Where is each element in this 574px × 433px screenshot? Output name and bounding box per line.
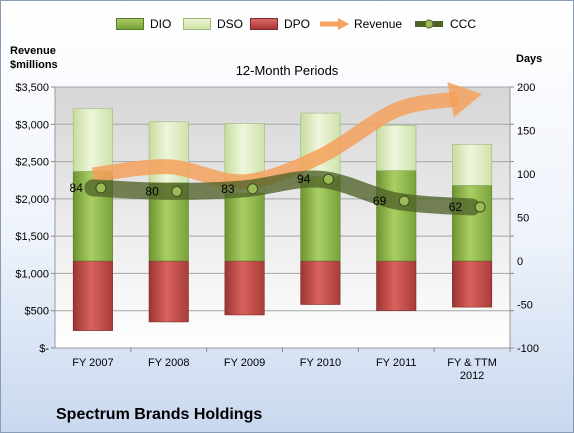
right-axis-label: Days bbox=[516, 53, 543, 65]
ccc-data-label: 84 bbox=[70, 181, 84, 195]
left-tick-label: $2,500 bbox=[15, 157, 49, 169]
legend-item-revenue: Revenue bbox=[318, 14, 402, 34]
right-tick-label: -100 bbox=[517, 343, 539, 355]
ccc-data-label: 83 bbox=[221, 182, 235, 196]
ccc-marker bbox=[398, 195, 410, 207]
bar-dpo bbox=[300, 260, 341, 305]
chart-title: 12-Month Periods bbox=[235, 63, 339, 78]
x-tick-label: FY 2011 bbox=[376, 357, 417, 369]
x-tick-label: FY 2010 bbox=[300, 357, 341, 369]
ccc-data-label: 94 bbox=[297, 172, 311, 186]
left-tick-label: $2,000 bbox=[15, 194, 49, 206]
ccc-data-label: 62 bbox=[449, 200, 463, 214]
right-tick-label: 50 bbox=[517, 213, 529, 225]
left-axis-label-line1: Revenue bbox=[10, 45, 56, 57]
left-tick-label: $- bbox=[39, 343, 49, 355]
bar-dpo bbox=[376, 260, 417, 311]
legend-label-ccc: CCC bbox=[450, 17, 476, 31]
ccc-marker bbox=[171, 185, 183, 197]
legend-item-ccc: CCC bbox=[414, 14, 476, 34]
bar-dio bbox=[224, 192, 265, 262]
company-name: Spectrum Brands Holdings bbox=[56, 406, 263, 423]
x-tick-label: 2012 bbox=[460, 370, 484, 382]
bar-dpo bbox=[148, 260, 189, 323]
bar-dio bbox=[376, 170, 417, 262]
x-tick-label: FY & TTM bbox=[447, 357, 497, 369]
bar-dso bbox=[376, 124, 417, 171]
revenue-arrowhead bbox=[447, 82, 483, 118]
ccc-marker bbox=[247, 183, 259, 195]
legend-arrow-icon bbox=[320, 18, 349, 30]
bar-dso bbox=[452, 144, 493, 186]
ccc-marker bbox=[322, 173, 334, 185]
plot-area bbox=[54, 86, 511, 349]
bar-dpo bbox=[452, 260, 493, 308]
x-tick-label: FY 2008 bbox=[148, 357, 189, 369]
bar-dpo bbox=[224, 260, 265, 316]
legend-swatch-dpo bbox=[250, 18, 278, 30]
ccc-marker bbox=[95, 182, 107, 194]
right-tick-label: -50 bbox=[517, 300, 533, 312]
left-tick-label: $1,000 bbox=[15, 268, 49, 280]
x-tick-label: FY 2009 bbox=[224, 357, 265, 369]
right-tick-label: 100 bbox=[517, 169, 535, 181]
x-tick-label: FY 2007 bbox=[72, 357, 113, 369]
left-tick-label: $1,500 bbox=[15, 231, 49, 243]
ccc-marker bbox=[474, 201, 486, 213]
legend-label-dpo: DPO bbox=[284, 17, 311, 31]
ccc-data-label: 69 bbox=[373, 194, 387, 208]
right-tick-label: 200 bbox=[517, 82, 535, 94]
bar-dpo bbox=[72, 260, 113, 331]
right-tick-label: 0 bbox=[517, 256, 523, 268]
bar-dio bbox=[300, 176, 341, 262]
legend-item-dso: DSO bbox=[183, 14, 243, 34]
ccc-data-label: 80 bbox=[145, 184, 159, 198]
bar-dio bbox=[452, 185, 493, 262]
left-axis-label-line2: $millions bbox=[10, 59, 58, 71]
legend-swatch-dio bbox=[116, 18, 144, 30]
legend-item-dio: DIO bbox=[116, 14, 171, 34]
left-tick-label: $3,500 bbox=[15, 82, 49, 94]
legend-item-dpo: DPO bbox=[250, 14, 310, 34]
legend-label-revenue: Revenue bbox=[354, 17, 403, 31]
bar-dso bbox=[72, 108, 113, 172]
left-tick-label: $500 bbox=[25, 306, 49, 318]
legend-label-dso: DSO bbox=[217, 17, 244, 31]
legend-swatch-dso bbox=[183, 18, 211, 30]
revenue-line bbox=[91, 91, 460, 190]
legend-label-dio: DIO bbox=[150, 17, 172, 31]
left-tick-label: $3,000 bbox=[15, 119, 49, 131]
legend: DIO DSO DPO Revenue CCC bbox=[0, 14, 574, 34]
right-tick-label: 150 bbox=[517, 126, 535, 138]
legend-line-dot-icon bbox=[415, 19, 443, 29]
